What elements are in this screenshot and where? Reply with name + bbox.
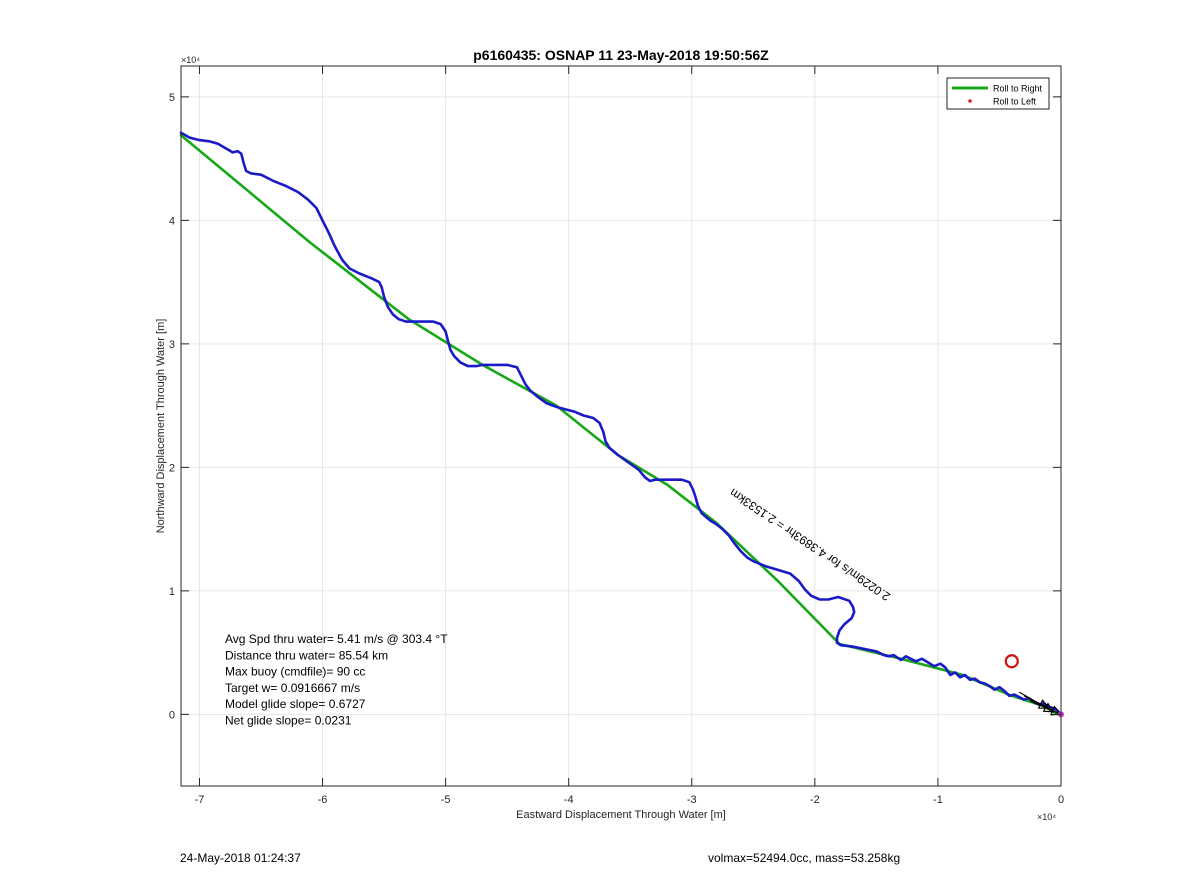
stats-text-2: Distance thru water= 85.54 km bbox=[225, 648, 388, 662]
axes-box bbox=[180, 65, 1062, 787]
x-axis-label: Eastward Displacement Through Water [m] bbox=[516, 809, 726, 821]
target-circle bbox=[1004, 654, 1019, 669]
x-tick-label: -7 bbox=[195, 794, 205, 806]
y-tick-label: 1 bbox=[169, 586, 175, 598]
stats-text-6: Net glide slope= 0.0231 bbox=[225, 714, 352, 728]
x-tick-label: -5 bbox=[441, 794, 451, 806]
footer-timestamp: 24-May-2018 01:24:37 bbox=[180, 851, 301, 865]
footer-mass-info: volmax=52494.0cc, mass=53.258kg bbox=[708, 851, 901, 865]
y-axis-exponent: ×10⁴ bbox=[181, 55, 200, 65]
y-axis-label: Northward Displacement Through Water [m] bbox=[155, 319, 167, 534]
x-axis-exponent: ×10⁴ bbox=[1037, 812, 1056, 822]
stats-text-5: Model glide slope= 0.6727 bbox=[225, 697, 366, 711]
x-tick-label: -3 bbox=[687, 794, 697, 806]
plot-area bbox=[181, 66, 1061, 786]
legend-label: Roll to Right bbox=[993, 84, 1043, 94]
stats-text-1: Avg Spd thru water= 5.41 m/s @ 303.4 °T bbox=[225, 632, 448, 646]
x-tick-label: -4 bbox=[564, 794, 574, 806]
x-tick-label: -1 bbox=[933, 794, 943, 806]
x-tick-label: -2 bbox=[810, 794, 820, 806]
legend-box bbox=[946, 77, 1050, 110]
current-arrow bbox=[1029, 700, 1062, 715]
legend: Roll to Right Roll to Left bbox=[946, 77, 1050, 110]
legend-label: Roll to Left bbox=[993, 97, 1037, 107]
chart-title: p6160435: OSNAP 11 23-May-2018 19:50:56Z bbox=[473, 47, 769, 63]
y-tick-label: 5 bbox=[169, 92, 175, 104]
stats-text-4: Target w= 0.0916667 m/s bbox=[225, 681, 360, 695]
x-tick-label: 0 bbox=[1058, 794, 1064, 806]
stats-text-3: Max buoy (cmdfile)= 90 cc bbox=[225, 665, 365, 679]
plot-series bbox=[179, 131, 1063, 716]
series-line-2 bbox=[179, 131, 1063, 716]
plot-markers bbox=[1004, 654, 1064, 718]
y-tick-label: 2 bbox=[169, 462, 175, 474]
y-tick-label: 4 bbox=[169, 215, 175, 227]
legend-swatch-dot bbox=[968, 99, 972, 103]
y-tick-label: 0 bbox=[169, 709, 175, 721]
x-tick-label: -6 bbox=[318, 794, 328, 806]
axis-ticks bbox=[181, 66, 1062, 786]
y-tick-label: 3 bbox=[169, 339, 175, 351]
